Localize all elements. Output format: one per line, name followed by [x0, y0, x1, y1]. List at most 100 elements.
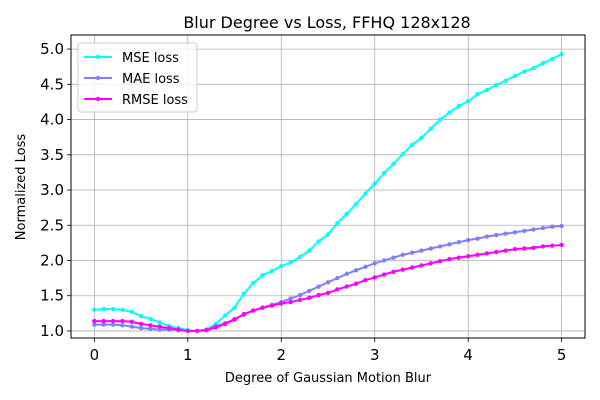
- data-point-mse-loss: [260, 273, 265, 278]
- legend-label: MSE loss: [122, 51, 179, 66]
- y-tick-label: 4.5: [40, 75, 64, 93]
- data-point-rmse-loss: [129, 319, 134, 324]
- data-point-mse-loss: [110, 306, 116, 312]
- data-point-mae-loss: [344, 271, 349, 277]
- grid-lines: [71, 35, 585, 338]
- data-point-mse-loss: [344, 211, 349, 217]
- data-point-rmse-loss: [307, 295, 312, 301]
- y-tick-label: 4.0: [40, 111, 64, 129]
- series-rmse-loss: [92, 242, 564, 334]
- data-point-rmse-loss: [335, 287, 340, 292]
- data-point-mae-loss: [512, 230, 518, 235]
- data-point-rmse-loss: [157, 324, 162, 329]
- y-tick-label: 2.0: [40, 251, 64, 269]
- data-point-mae-loss: [297, 292, 303, 298]
- y-tick-label: 3.5: [40, 146, 64, 164]
- x-axis-label: Degree of Gaussian Motion Blur: [225, 371, 432, 386]
- data-point-mae-loss: [129, 324, 134, 329]
- data-point-mse-loss: [503, 78, 508, 84]
- data-point-mse-loss: [232, 305, 237, 310]
- data-point-rmse-loss: [325, 290, 331, 296]
- data-point-mae-loss: [325, 280, 331, 285]
- data-point-mse-loss: [559, 51, 564, 57]
- data-point-mse-loss: [428, 126, 433, 131]
- data-point-mae-loss: [316, 284, 321, 289]
- data-point-mse-loss: [129, 309, 134, 315]
- data-point-mae-loss: [540, 225, 546, 231]
- data-point-mae-loss: [307, 288, 312, 293]
- data-point-rmse-loss: [251, 308, 256, 313]
- x-tick-label: 2: [276, 346, 286, 364]
- legend-marker: [95, 75, 101, 81]
- data-point-mse-loss: [447, 110, 452, 115]
- data-point-mse-loss: [494, 82, 499, 88]
- legend-marker: [95, 96, 101, 102]
- data-point-mse-loss: [307, 248, 312, 253]
- data-point-mae-loss: [110, 322, 116, 327]
- legend-label: MAE loss: [122, 72, 180, 87]
- data-point-rmse-loss: [204, 328, 209, 333]
- data-point-rmse-loss: [92, 318, 97, 324]
- data-point-mse-loss: [279, 263, 284, 269]
- data-point-mse-loss: [419, 135, 424, 141]
- data-point-rmse-loss: [409, 265, 415, 270]
- data-point-mse-loss: [484, 87, 490, 93]
- data-point-rmse-loss: [372, 275, 377, 280]
- x-tick-label: 4: [463, 346, 473, 364]
- data-point-mse-loss: [540, 60, 546, 66]
- data-point-rmse-loss: [428, 261, 433, 266]
- data-point-rmse-loss: [269, 303, 275, 308]
- data-point-rmse-loss: [391, 269, 396, 274]
- data-point-mse-loss: [363, 191, 368, 196]
- data-point-rmse-loss: [316, 292, 321, 298]
- data-point-rmse-loss: [475, 252, 480, 258]
- data-point-mae-loss: [92, 322, 97, 327]
- data-point-rmse-loss: [522, 246, 527, 251]
- data-point-mae-loss: [428, 246, 433, 251]
- y-axis-label: Normalized Loss: [14, 134, 29, 241]
- data-point-rmse-loss: [194, 328, 200, 334]
- data-point-rmse-loss: [456, 255, 462, 260]
- data-point-mse-loss: [241, 291, 247, 296]
- data-point-rmse-loss: [381, 272, 387, 277]
- data-point-mae-loss: [353, 268, 359, 273]
- data-point-mae-loss: [419, 248, 424, 253]
- data-point-mse-loss: [92, 307, 97, 313]
- y-tick-label: 1.0: [40, 322, 64, 340]
- y-axis-ticks: 1.0 1.5 2.0 2.5 3.0 3.5 4.0 4.5 5.0: [40, 40, 71, 340]
- chart-title: Blur Degree vs Loss, FFHQ 128x128: [183, 13, 470, 32]
- data-point-mse-loss: [456, 103, 462, 109]
- data-point-rmse-loss: [512, 247, 518, 252]
- data-point-mse-loss: [465, 99, 471, 104]
- data-point-mse-loss: [223, 313, 228, 318]
- legend-entry-mae-loss: MAE loss: [84, 72, 180, 87]
- data-point-mse-loss: [372, 181, 377, 186]
- data-point-mae-loss: [484, 234, 490, 239]
- data-point-mae-loss: [559, 223, 564, 229]
- data-point-mse-loss: [400, 151, 405, 157]
- data-point-mae-loss: [335, 275, 340, 281]
- data-point-mse-loss: [101, 306, 106, 312]
- data-point-mae-loss: [363, 264, 368, 270]
- data-point-rmse-loss: [138, 321, 144, 327]
- data-point-rmse-loss: [223, 321, 228, 327]
- data-point-mae-loss: [101, 322, 106, 327]
- data-point-mae-loss: [503, 231, 508, 236]
- data-point-mae-loss: [465, 237, 471, 243]
- data-point-rmse-loss: [148, 323, 153, 328]
- data-point-rmse-loss: [465, 254, 471, 259]
- y-tick-label: 2.5: [40, 216, 64, 234]
- data-point-mse-loss: [409, 142, 415, 148]
- data-point-mse-loss: [148, 316, 153, 322]
- data-point-mae-loss: [475, 236, 480, 241]
- data-point-rmse-loss: [503, 248, 508, 253]
- data-point-mae-loss: [409, 250, 415, 255]
- data-point-rmse-loss: [288, 299, 293, 305]
- data-point-mse-loss: [251, 280, 256, 286]
- data-point-mse-loss: [138, 313, 144, 319]
- data-point-rmse-loss: [494, 249, 499, 255]
- data-point-mse-loss: [475, 91, 480, 97]
- data-point-rmse-loss: [353, 281, 359, 286]
- data-point-mae-loss: [120, 323, 125, 328]
- data-point-mse-loss: [335, 220, 340, 226]
